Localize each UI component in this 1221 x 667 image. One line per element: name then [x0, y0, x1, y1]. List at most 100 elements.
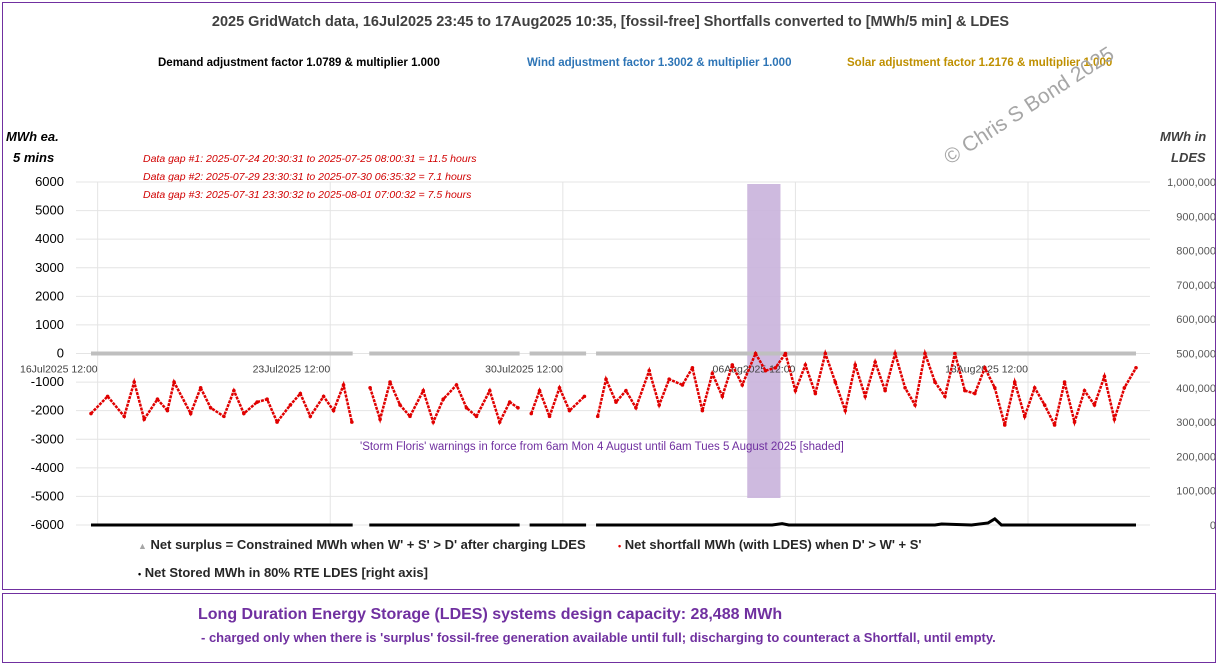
shortfall-point [680, 383, 685, 387]
shortfall-point [368, 386, 372, 390]
shortfall-point [873, 360, 877, 364]
triangle-marker-icon: ▲ [138, 541, 147, 551]
shortfall-point [690, 365, 695, 370]
shortfall-point [813, 391, 818, 396]
shortfall-point [408, 414, 412, 419]
shortfall-point [1122, 386, 1127, 390]
shortfall-point [222, 414, 226, 419]
shortfall-point [142, 417, 146, 422]
shortfall-point [604, 377, 608, 382]
shortfall-point [614, 400, 618, 404]
shortfall-point [657, 403, 661, 407]
gridlines [76, 181, 1150, 526]
right-tick-label: 0 [1210, 520, 1216, 532]
shortfall-point [89, 411, 93, 416]
shortfall-point [105, 394, 110, 399]
x-tick-label: 30Jul2025 12:00 [485, 364, 563, 376]
shortfall-point [288, 403, 293, 407]
stored-segment [596, 516, 1136, 527]
left-tick-label: -1000 [31, 374, 64, 389]
shortfall-point [1002, 423, 1007, 427]
shortfall-point [1134, 365, 1138, 370]
shortfall-point [763, 368, 768, 373]
storm-floris-note: 'Storm Floris' warnings in force from 6a… [360, 441, 844, 453]
shortfall-point [1082, 388, 1087, 393]
ldes-info-box [2, 593, 1216, 663]
shortfall-point [132, 380, 136, 384]
shortfall-point [700, 408, 705, 413]
shortfall-point [487, 388, 492, 393]
shortfall-point [421, 388, 426, 393]
shortfall-point [753, 351, 758, 356]
right-tick-label: 900,000 [1176, 211, 1216, 223]
legend-surplus: ▲ Net surplus = Constrained MWh when W' … [138, 537, 586, 552]
shortfall-point [1092, 403, 1097, 407]
shortfall-point [321, 394, 326, 399]
shortfall-point [388, 380, 392, 384]
shortfall-point [1042, 403, 1047, 407]
shortfall-point [1072, 420, 1077, 424]
shortfall-point [803, 363, 808, 367]
wind-adjustment-label: Wind adjustment factor 1.3002 & multipli… [527, 57, 792, 69]
shortfall-point [529, 411, 534, 416]
data-gap-note-2: Data gap #2: 2025-07-29 23:30:31 to 2025… [143, 171, 472, 183]
shortfall-point [1012, 380, 1017, 384]
left-tick-label: -6000 [31, 517, 64, 532]
left-tick-label: 1000 [35, 317, 64, 332]
shortfall-point [547, 414, 552, 419]
x-tick-label: 16Jul2025 12:00 [20, 364, 98, 376]
shortfall-point [823, 351, 828, 356]
storm-shading [747, 184, 781, 498]
shortfall-segment [530, 384, 586, 421]
shortfall-point [634, 406, 638, 410]
shortfall-point [582, 394, 587, 399]
shortfall-point [155, 397, 160, 402]
shortfall-point [793, 388, 798, 393]
left-tick-label: 5000 [35, 203, 64, 218]
shortfall-segment [596, 348, 1138, 429]
shortfall-point [983, 365, 987, 370]
dot-marker-icon: • [618, 541, 622, 551]
shortfall-point [122, 414, 127, 419]
shortfall-point [853, 363, 858, 367]
legend-stored-label: Net Stored MWh in 80% RTE LDES [right ax… [144, 565, 428, 580]
shortfall-segment [90, 377, 354, 425]
shortfall-point [1032, 386, 1037, 390]
shortfall-point [188, 411, 193, 416]
shortfall-point [963, 388, 967, 393]
shortfall-point [537, 388, 542, 393]
shortfall-point [431, 420, 436, 424]
shortfall-point [208, 406, 213, 410]
left-tick-label: -5000 [31, 488, 64, 503]
left-axis-title-line2: 5 mins [13, 150, 55, 165]
right-tick-label: 700,000 [1176, 280, 1216, 292]
left-tick-label: -3000 [31, 431, 64, 446]
shortfall-point [454, 383, 459, 387]
shortfall-point [943, 394, 947, 399]
legend-shortfall: • Net shortfall MWh (with LDES) when D' … [618, 537, 922, 552]
shortfall-point [507, 400, 512, 404]
right-axis-title-line1: MWh in [1160, 129, 1207, 144]
shortfall-point [275, 420, 279, 424]
dot-marker-icon: • [138, 569, 142, 579]
left-tick-label: 2000 [35, 288, 64, 303]
shortfall-point [903, 386, 907, 390]
legend-stored: • Net Stored MWh in 80% RTE LDES [right … [138, 565, 428, 580]
right-tick-label: 400,000 [1176, 383, 1216, 395]
right-tick-label: 1,000,000 [1167, 177, 1216, 189]
data-gap-note-1: Data gap #1: 2025-07-24 20:30:31 to 2025… [143, 153, 477, 165]
legend-surplus-label: Net surplus = Constrained MWh when W' + … [150, 537, 586, 552]
shortfall-point [740, 383, 745, 387]
shortfall-point [497, 420, 502, 424]
shortfall-point [710, 371, 715, 376]
shortfall-point [341, 383, 346, 387]
shortfall-point [647, 368, 652, 373]
right-tick-label: 200,000 [1176, 451, 1216, 463]
shortfall-point [557, 386, 562, 390]
right-axis-ticks: 1,000,000 900,000 800,000 700,000 600,000 500… [1167, 177, 1216, 532]
shortfall-point [933, 380, 937, 384]
shortfall-point [624, 388, 628, 393]
left-tick-label: -4000 [31, 460, 64, 475]
left-tick-label: 0 [57, 346, 64, 361]
